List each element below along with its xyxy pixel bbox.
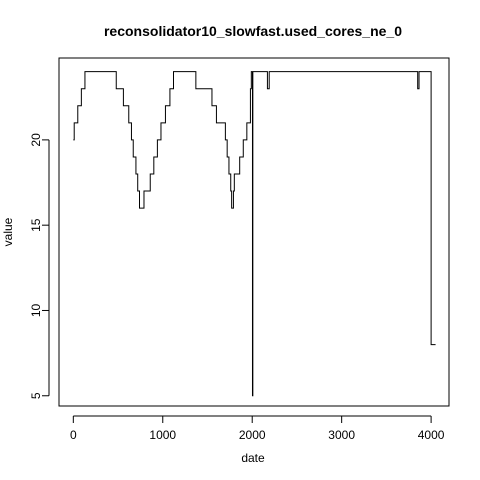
data-series-line-0 bbox=[73, 71, 436, 397]
y-tick-label: 10 bbox=[29, 303, 43, 317]
x-tick-label: 3000 bbox=[328, 428, 355, 442]
chart-title: reconsolidator10_slowfast.used_cores_ne_… bbox=[104, 23, 402, 39]
y-tick-label: 20 bbox=[29, 133, 43, 147]
plot-frame bbox=[58, 57, 450, 407]
x-axis-layer: 0 1000 2000 3000 4000 bbox=[70, 415, 445, 442]
x-tick-label: 2000 bbox=[239, 428, 266, 442]
x-tick-label: 1000 bbox=[149, 428, 176, 442]
y-tick-label: 5 bbox=[29, 392, 43, 399]
y-axis-layer: 5 10 15 20 bbox=[29, 133, 50, 399]
x-tick-label: 4000 bbox=[418, 428, 445, 442]
plot-frame-layer bbox=[58, 57, 450, 407]
x-axis-label: date bbox=[241, 451, 265, 465]
x-tick-label: 0 bbox=[70, 428, 77, 442]
plot-series-layer bbox=[73, 71, 436, 397]
y-tick-label: 15 bbox=[29, 218, 43, 232]
y-axis-label: value bbox=[1, 217, 15, 246]
